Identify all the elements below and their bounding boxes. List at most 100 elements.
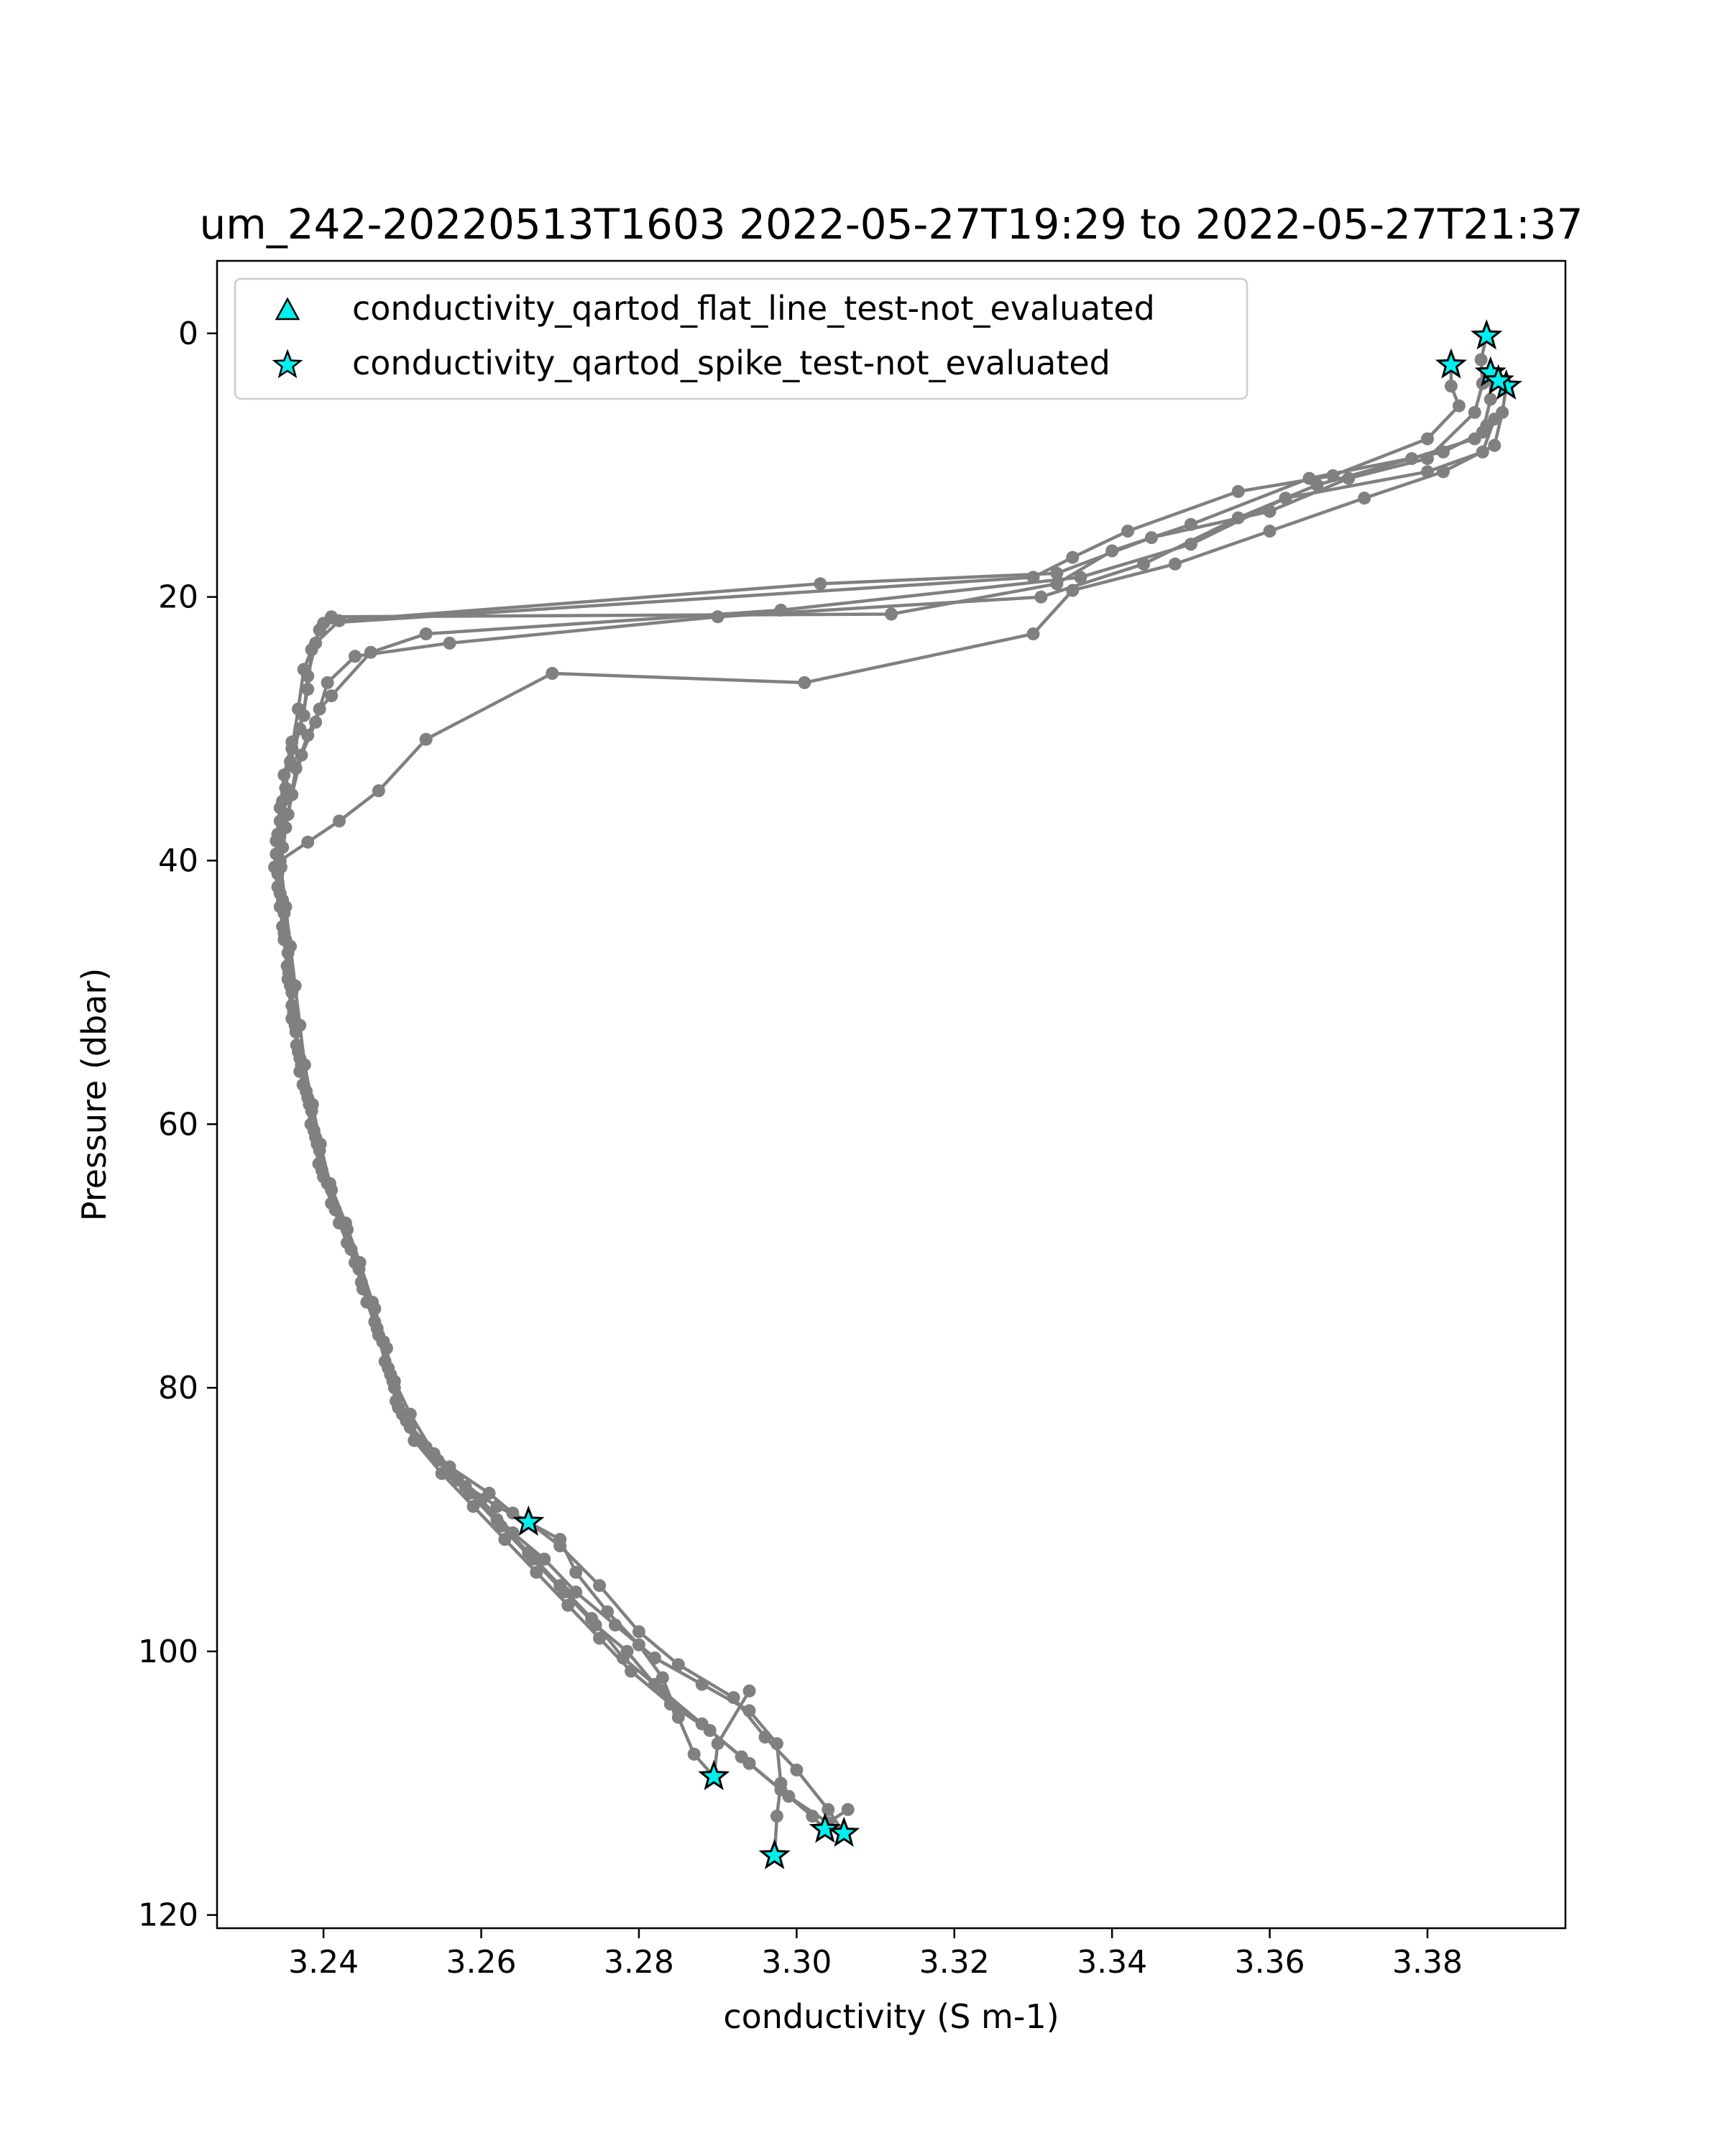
data-point <box>798 676 811 689</box>
data-point <box>377 1335 390 1348</box>
legend-triangle-marker <box>275 297 300 321</box>
data-point <box>601 1605 615 1618</box>
x-tick-label: 3.32 <box>919 1944 990 1981</box>
legend-entry-flat-line: conductivity_qartod_flat_line_test-not_e… <box>352 289 1155 328</box>
data-point <box>277 768 291 782</box>
x-tick-label: 3.26 <box>446 1944 517 1981</box>
data-point <box>1184 538 1197 551</box>
spike-test-star-marker <box>758 1838 791 1869</box>
y-tick-label: 120 <box>138 1897 198 1934</box>
data-point <box>1279 492 1292 505</box>
spike-test-star-marker <box>1482 364 1514 395</box>
data-point <box>774 604 788 617</box>
data-point <box>625 1664 638 1678</box>
x-axis-label: conductivity (S m-1) <box>723 1997 1059 2036</box>
data-point <box>353 1256 367 1269</box>
data-point <box>281 808 295 821</box>
data-point <box>620 1644 634 1658</box>
data-point <box>569 1585 583 1599</box>
data-point <box>285 788 299 801</box>
data-point <box>742 1756 756 1770</box>
spike-test-star-marker <box>512 1505 545 1536</box>
data-point <box>546 667 559 680</box>
data-point <box>589 1618 602 1632</box>
data-point <box>419 627 433 640</box>
data-point <box>790 1763 804 1777</box>
data-point <box>841 1802 855 1816</box>
data-point <box>806 1810 819 1823</box>
data-point <box>298 1058 311 1072</box>
y-tick-label: 0 <box>178 315 198 352</box>
data-point <box>301 683 315 696</box>
data-point <box>271 880 285 894</box>
data-point <box>284 939 297 953</box>
data-point <box>276 794 290 808</box>
data-point <box>285 999 299 1013</box>
data-point <box>593 1579 607 1593</box>
data-point <box>1474 353 1488 367</box>
x-tick-label: 3.28 <box>604 1944 674 1981</box>
data-point <box>1484 392 1497 406</box>
legend-box <box>234 277 1248 400</box>
data-point <box>648 1677 661 1691</box>
data-point <box>530 1565 543 1579</box>
chart-title: um_242-20220513T1603 2022-05-27T19:29 to… <box>200 200 1583 249</box>
data-point <box>498 1533 512 1546</box>
data-point <box>711 610 724 624</box>
x-tick-label: 3.38 <box>1392 1944 1463 1981</box>
data-point <box>561 1598 575 1612</box>
data-point <box>885 607 898 621</box>
data-point <box>304 1118 318 1131</box>
data-point <box>339 1216 352 1230</box>
data-point <box>632 1638 645 1651</box>
data-point <box>301 729 315 742</box>
data-point <box>1066 550 1080 564</box>
data-point <box>313 623 326 637</box>
data-point <box>632 1625 645 1639</box>
data-point <box>288 979 302 992</box>
data-point <box>1050 577 1064 591</box>
data-point <box>553 1533 567 1546</box>
data-point <box>321 676 334 689</box>
profile-dots-layer <box>268 329 1513 1863</box>
data-point <box>296 1078 310 1092</box>
spike-test-star-marker <box>698 1759 730 1790</box>
y-tick-label: 100 <box>138 1634 198 1670</box>
data-point <box>403 1407 417 1421</box>
data-point <box>312 1157 326 1171</box>
data-point <box>372 784 385 798</box>
data-point <box>1105 544 1119 558</box>
data-point <box>1342 471 1356 485</box>
x-tick-label: 3.34 <box>1077 1944 1147 1981</box>
spike-test-star-marker <box>1435 348 1468 379</box>
data-point <box>1468 405 1481 419</box>
data-point <box>648 1651 661 1664</box>
data-point <box>1405 452 1419 466</box>
data-point <box>609 1618 622 1632</box>
data-point <box>727 1691 740 1705</box>
data-point <box>1050 566 1064 580</box>
data-point <box>368 1315 382 1329</box>
data-point <box>1145 531 1158 545</box>
data-point <box>435 1467 448 1480</box>
data-point <box>274 860 288 874</box>
data-point <box>742 1704 756 1718</box>
data-point <box>280 959 294 973</box>
data-point <box>1452 399 1466 413</box>
data-point <box>1310 478 1324 492</box>
data-point <box>557 1585 571 1599</box>
y-tick-label: 80 <box>158 1370 198 1406</box>
legend-star-marker <box>272 349 303 379</box>
data-point <box>1421 452 1434 466</box>
data-point <box>305 643 318 656</box>
data-point <box>323 1176 336 1190</box>
data-point <box>1231 484 1245 498</box>
data-point <box>1231 511 1245 525</box>
x-tick-label: 3.30 <box>761 1944 832 1981</box>
data-point <box>687 1747 701 1761</box>
spike-test-star-marker <box>1471 319 1503 350</box>
data-point <box>354 1276 368 1289</box>
data-point <box>1468 432 1481 446</box>
x-tick-label: 3.36 <box>1235 1944 1305 1981</box>
